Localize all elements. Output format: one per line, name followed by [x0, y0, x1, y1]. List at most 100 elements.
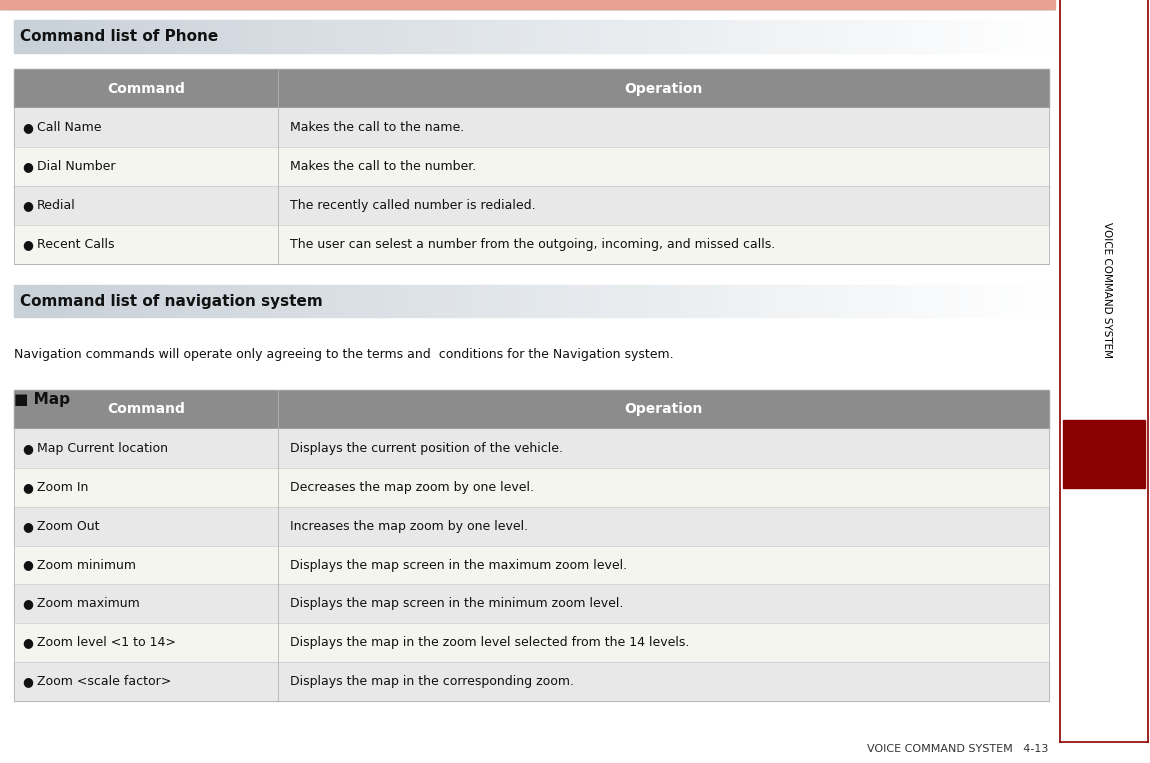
Text: Recent Calls: Recent Calls — [37, 238, 114, 251]
Bar — [363, 285, 376, 317]
Bar — [544, 20, 557, 53]
Bar — [324, 285, 337, 317]
Bar — [635, 285, 647, 317]
Bar — [415, 285, 428, 317]
Bar — [867, 285, 881, 317]
Bar — [66, 20, 78, 53]
Text: Call Name: Call Name — [37, 121, 101, 134]
Text: Zoom In: Zoom In — [37, 481, 89, 494]
Bar — [622, 285, 635, 317]
Bar — [687, 285, 699, 317]
Bar — [78, 20, 92, 53]
Bar — [169, 285, 182, 317]
Text: Displays the map screen in the minimum zoom level.: Displays the map screen in the minimum z… — [290, 597, 623, 610]
Bar — [453, 20, 467, 53]
Bar — [558, 285, 570, 317]
Bar — [881, 285, 894, 317]
Bar — [299, 285, 312, 317]
Bar — [881, 20, 894, 53]
Bar — [351, 285, 363, 317]
Bar — [945, 285, 958, 317]
Text: ●: ● — [22, 675, 32, 688]
Bar — [14, 186, 1049, 225]
Bar — [480, 20, 492, 53]
Bar — [376, 20, 389, 53]
Text: Zoom Out: Zoom Out — [37, 520, 99, 533]
Bar — [14, 507, 1049, 546]
Bar — [182, 20, 196, 53]
Bar — [156, 20, 169, 53]
Bar — [661, 285, 674, 317]
Bar — [933, 285, 945, 317]
Bar — [105, 20, 117, 53]
Bar — [233, 20, 247, 53]
Bar — [1024, 20, 1036, 53]
Bar — [1024, 285, 1036, 317]
Bar — [105, 285, 117, 317]
Bar — [26, 20, 39, 53]
Bar — [389, 285, 402, 317]
Bar — [14, 429, 1049, 468]
Bar — [14, 390, 1049, 429]
Bar — [751, 285, 764, 317]
Bar — [610, 285, 622, 317]
Bar — [1036, 285, 1049, 317]
Bar — [247, 20, 260, 53]
Text: ●: ● — [22, 442, 32, 455]
Text: Increases the map zoom by one level.: Increases the map zoom by one level. — [290, 520, 528, 533]
Text: Zoom level <1 to 14>: Zoom level <1 to 14> — [37, 636, 176, 649]
Bar — [221, 285, 233, 317]
Bar — [467, 285, 480, 317]
Bar — [351, 20, 363, 53]
Bar — [829, 20, 842, 53]
Bar — [14, 285, 26, 317]
Text: Command list of Phone: Command list of Phone — [20, 29, 217, 44]
Bar — [803, 285, 816, 317]
Bar — [674, 20, 687, 53]
Bar — [531, 285, 544, 317]
Bar — [324, 20, 337, 53]
Bar — [260, 20, 273, 53]
Bar — [738, 20, 751, 53]
Bar — [920, 20, 933, 53]
Text: ●: ● — [22, 559, 32, 571]
Bar — [389, 20, 402, 53]
Bar — [14, 20, 26, 53]
Bar — [492, 285, 506, 317]
Text: Displays the map in the zoom level selected from the 14 levels.: Displays the map in the zoom level selec… — [290, 636, 689, 649]
Text: Makes the call to the number.: Makes the call to the number. — [290, 160, 476, 173]
Bar — [764, 20, 777, 53]
Bar — [661, 20, 674, 53]
Text: Displays the map screen in the maximum zoom level.: Displays the map screen in the maximum z… — [290, 559, 627, 571]
Bar — [583, 20, 596, 53]
Bar — [376, 285, 389, 317]
Bar — [53, 285, 66, 317]
Text: ●: ● — [22, 481, 32, 494]
Bar — [492, 20, 506, 53]
Bar — [273, 20, 285, 53]
Bar — [337, 20, 351, 53]
Bar — [1010, 20, 1024, 53]
Bar — [273, 285, 285, 317]
Text: ●: ● — [22, 199, 32, 212]
Bar — [816, 285, 829, 317]
Text: Redial: Redial — [37, 199, 76, 212]
Text: Displays the map in the corresponding zoom.: Displays the map in the corresponding zo… — [290, 675, 574, 688]
Bar — [519, 285, 531, 317]
Bar — [196, 20, 208, 53]
Bar — [440, 20, 453, 53]
Bar — [854, 285, 868, 317]
Bar — [144, 285, 156, 317]
Text: VOICE COMMAND SYSTEM: VOICE COMMAND SYSTEM — [1103, 222, 1112, 358]
Bar — [984, 285, 997, 317]
Bar — [402, 20, 415, 53]
Bar — [777, 285, 790, 317]
Bar — [247, 285, 260, 317]
Bar — [713, 285, 726, 317]
Bar — [790, 285, 803, 317]
Text: Zoom <scale factor>: Zoom <scale factor> — [37, 675, 171, 688]
Bar — [117, 20, 130, 53]
Bar — [647, 285, 661, 317]
Bar — [583, 285, 596, 317]
Bar — [816, 20, 829, 53]
